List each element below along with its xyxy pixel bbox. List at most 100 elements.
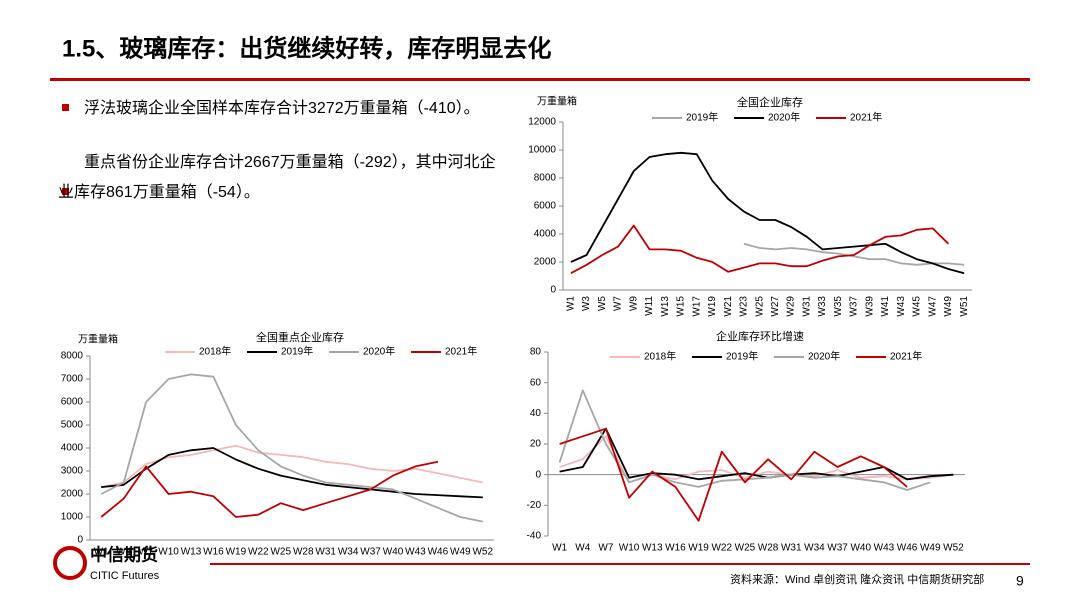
series-line: [101, 447, 483, 499]
y-tick-label: 5000: [61, 420, 84, 431]
x-tick-label: W15: [676, 296, 687, 317]
y-tick-label: 8000: [61, 351, 84, 362]
x-tick-label: W40: [383, 547, 404, 558]
x-tick-label: W45: [912, 296, 923, 317]
y-tick-label: 7000: [61, 374, 84, 385]
bullet-icon: [62, 104, 69, 111]
slide-title: 1.5、玻璃库存：出货继续好转，库存明显去化: [62, 34, 551, 62]
bullet: 浮法玻璃企业全国样本库存合计3272万重量箱（-410）。: [84, 100, 480, 117]
x-tick-label: W16: [203, 547, 224, 558]
legend-label: 2019年: [281, 345, 313, 358]
series-line: [743, 242, 965, 266]
legend-label: 2019年: [686, 111, 718, 124]
x-tick-label: W13: [181, 547, 202, 558]
legend-label: 2020年: [808, 350, 840, 363]
x-tick-label: W37: [827, 543, 848, 554]
y-axis-title: 万重量箱: [78, 333, 118, 346]
title-rule: [50, 78, 1030, 81]
y-tick-label: 10000: [528, 145, 556, 156]
x-tick-label: W37: [849, 296, 860, 317]
legend-label: 2020年: [768, 111, 800, 124]
series-line: [559, 427, 954, 481]
y-tick-label: 2000: [534, 257, 557, 268]
x-tick-label: W34: [338, 547, 359, 558]
legend-label: 2018年: [199, 345, 231, 358]
x-tick-label: W43: [405, 547, 426, 558]
series-line: [570, 151, 965, 275]
x-tick-label: W41: [880, 296, 891, 317]
x-tick-label: W52: [472, 547, 493, 558]
x-tick-label: W27: [770, 296, 781, 317]
bullet: 重点省份企业库存合计2667万重量箱（-292），其中河北企业库存861万重量箱…: [58, 154, 496, 201]
y-tick-label: 6000: [534, 201, 557, 212]
x-tick-label: W28: [293, 547, 314, 558]
y-tick-label: 4000: [61, 443, 84, 454]
legend-label: 2021年: [850, 111, 882, 124]
chart-title: 全国重点企业库存: [256, 330, 344, 344]
x-tick-label: W49: [450, 547, 471, 558]
y-tick-label: 80: [530, 347, 542, 358]
x-tick-label: W3: [581, 296, 592, 311]
x-tick-label: W21: [723, 296, 734, 317]
source: 资料来源：Wind 卓创资讯 隆众资讯 中信期货研究部: [730, 572, 984, 586]
x-tick-label: W19: [226, 547, 247, 558]
x-tick-label: W22: [248, 547, 269, 558]
legend-label: 2018年: [644, 350, 676, 363]
x-tick-label: W10: [619, 543, 640, 554]
x-tick-label: W49: [943, 296, 954, 317]
x-tick-label: W5: [597, 296, 608, 311]
x-tick-label: W33: [817, 296, 828, 317]
x-tick-label: W1: [566, 296, 577, 311]
legend-label: 2020年: [363, 345, 395, 358]
x-tick-label: W29: [786, 296, 797, 317]
series-line: [101, 444, 483, 488]
series-line: [570, 224, 950, 274]
x-tick-label: W13: [642, 543, 663, 554]
series-line: [559, 427, 908, 522]
series-line: [100, 460, 439, 518]
y-tick-label: 6000: [61, 397, 84, 408]
chart-title: 全国企业库存: [737, 95, 803, 109]
x-tick-label: W51: [959, 296, 970, 317]
x-tick-label: W25: [735, 543, 756, 554]
series-line: [558, 389, 931, 491]
y-tick-label: 40: [530, 408, 542, 419]
x-tick-label: W13: [660, 296, 671, 317]
x-tick-label: W22: [711, 543, 732, 554]
x-tick-label: W1: [94, 547, 109, 558]
y-tick-label: 0: [77, 535, 83, 546]
x-tick-label: W28: [758, 543, 779, 554]
x-tick-label: W25: [270, 547, 291, 558]
x-tick-label: W46: [897, 543, 918, 554]
x-tick-label: W16: [665, 543, 686, 554]
x-tick-label: W17: [691, 296, 702, 317]
x-tick-label: W7: [613, 296, 624, 311]
x-tick-label: W40: [850, 543, 871, 554]
y-tick-label: 3000: [61, 466, 84, 477]
bullet-icon: [62, 188, 69, 195]
y-tick-label: 4000: [534, 229, 557, 240]
y-tick-label: -20: [527, 500, 542, 511]
x-tick-label: W37: [360, 547, 381, 558]
x-tick-label: W31: [315, 547, 336, 558]
y-tick-label: 12000: [528, 117, 556, 128]
x-tick-label: W23: [739, 296, 750, 317]
y-tick-label: 2000: [61, 489, 84, 500]
y-tick-label: 1000: [61, 512, 84, 523]
legend-label: 2019年: [726, 350, 758, 363]
x-tick-label: W19: [707, 296, 718, 317]
x-tick-label: W39: [864, 296, 875, 317]
x-tick-label: W9: [628, 296, 639, 311]
x-tick-label: W7: [139, 547, 154, 558]
series-line: [100, 373, 483, 523]
x-tick-label: W31: [801, 296, 812, 317]
y-tick-label: -40: [527, 531, 542, 542]
y-tick-label: 0: [535, 469, 541, 480]
y-tick-label: 8000: [534, 173, 557, 184]
footer-rule: [210, 563, 1030, 565]
chart-title: 企业库存环比增速: [716, 329, 804, 343]
logo-en: CITIC Futures: [90, 570, 160, 582]
x-tick-label: W11: [644, 296, 655, 316]
x-tick-label: W46: [428, 547, 449, 558]
